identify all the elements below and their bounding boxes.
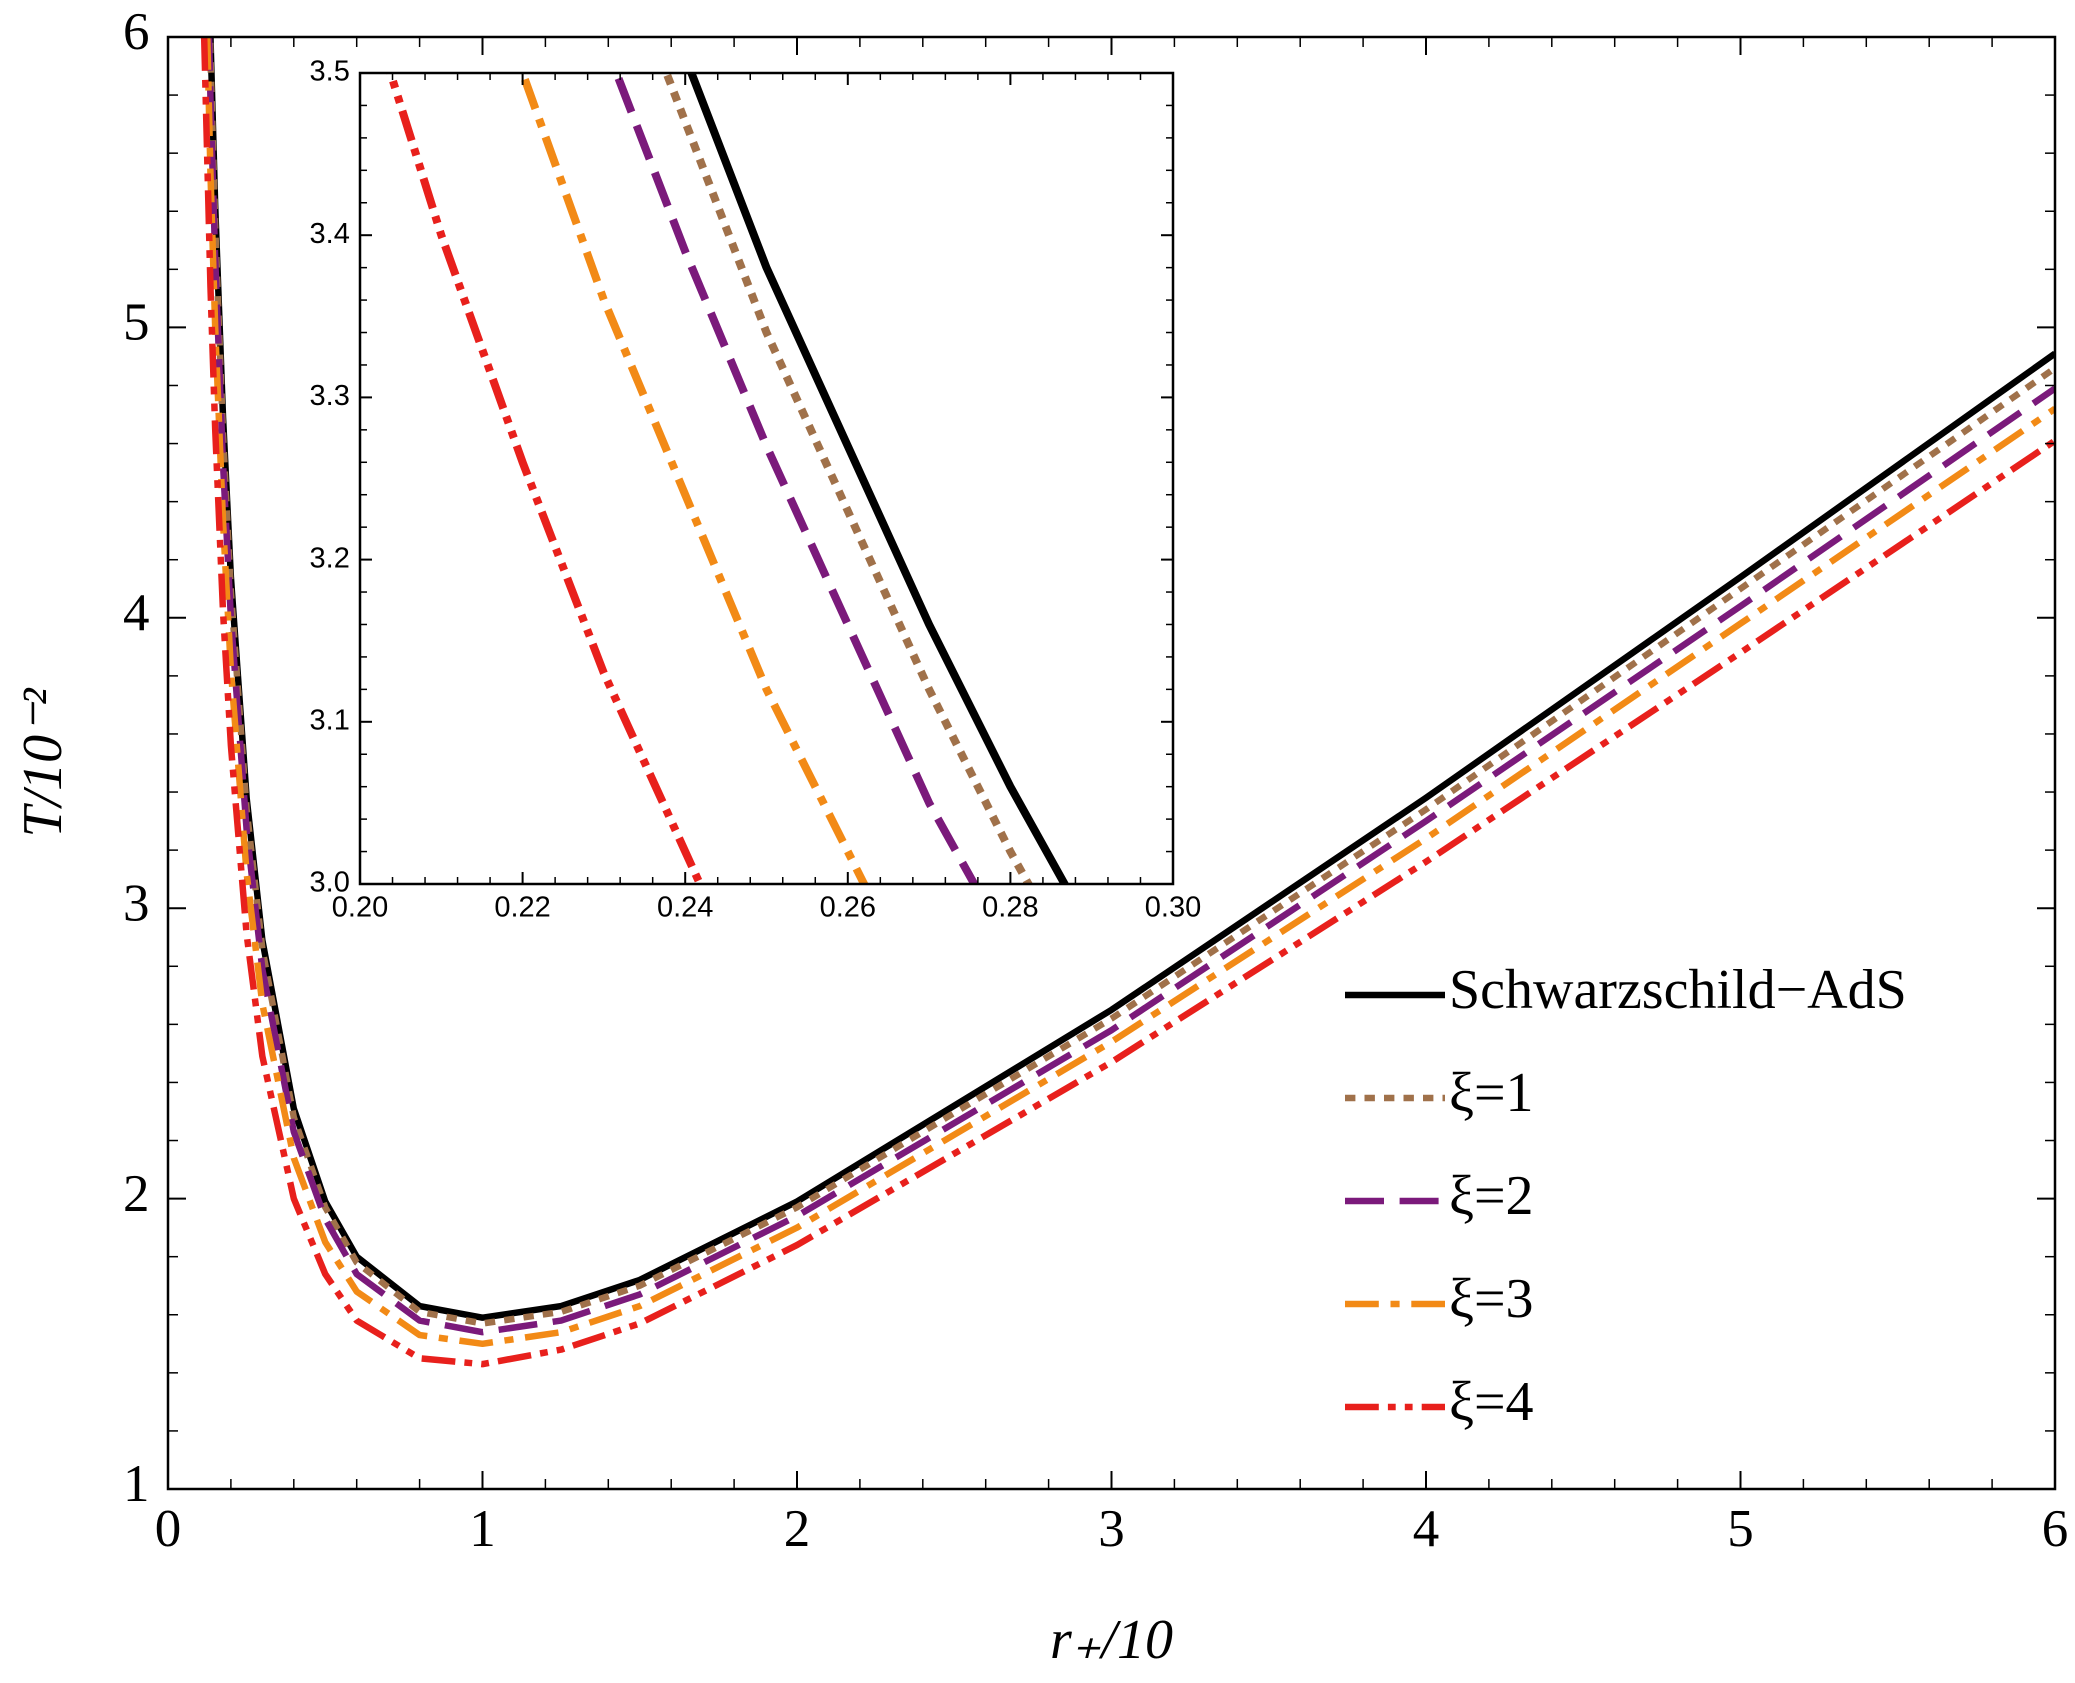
y-tick-label: 3 <box>123 874 150 932</box>
y-tick-label: 6 <box>123 3 150 61</box>
legend-label: Schwarzschild−AdS <box>1449 959 1907 1021</box>
x-tick-label: 6 <box>2042 1500 2069 1558</box>
legend-label: ξ=2 <box>1449 1165 1534 1227</box>
x-tick-label: 1 <box>469 1500 496 1558</box>
plot-frame <box>358 71 1175 886</box>
x-tick-label: 0.28 <box>982 891 1038 923</box>
x-axis-label: r₊/10 <box>1050 1609 1173 1671</box>
y-tick-label: 3.4 <box>310 218 350 250</box>
y-tick-label: 3.2 <box>310 542 350 574</box>
y-tick-label: 5 <box>123 294 150 352</box>
plot-background <box>360 73 1173 884</box>
y-tick-label: 3.0 <box>310 867 350 899</box>
series-line <box>518 73 869 884</box>
x-tick-label: 4 <box>1413 1500 1440 1558</box>
x-tick-label: 0.26 <box>820 891 876 923</box>
y-tick-label: 3.1 <box>310 704 350 736</box>
series-line <box>204 37 2055 1348</box>
series-line <box>386 73 705 884</box>
x-tick-label: 0.22 <box>494 891 550 923</box>
y-tick-label: 3.3 <box>310 380 350 412</box>
legend-label: ξ=1 <box>1449 1062 1534 1124</box>
x-tick-label: 0.30 <box>1145 891 1201 923</box>
x-tick-label: 0.20 <box>332 891 388 923</box>
y-axis-label: T/10⁻² <box>12 687 74 837</box>
plot-area <box>200 37 2055 1368</box>
x-tick-label: 5 <box>1727 1500 1754 1558</box>
series-line <box>205 37 2055 1336</box>
y-tick-label: 4 <box>123 584 150 642</box>
series-line <box>687 73 1070 884</box>
plot-area <box>386 73 1070 884</box>
series-line <box>200 37 2055 1368</box>
x-tick-label: 0 <box>155 1500 182 1558</box>
series-line <box>662 73 1034 884</box>
y-tick-label: 2 <box>123 1165 150 1223</box>
y-tick-label: 1 <box>123 1455 150 1513</box>
x-tick-label: 2 <box>784 1500 811 1558</box>
legend-label: ξ=4 <box>1449 1371 1534 1433</box>
x-tick-label: 3 <box>1098 1500 1125 1558</box>
x-tick-label: 0.24 <box>657 891 713 923</box>
legend-label: ξ=3 <box>1449 1268 1534 1330</box>
y-tick-label: 3.5 <box>310 56 350 88</box>
